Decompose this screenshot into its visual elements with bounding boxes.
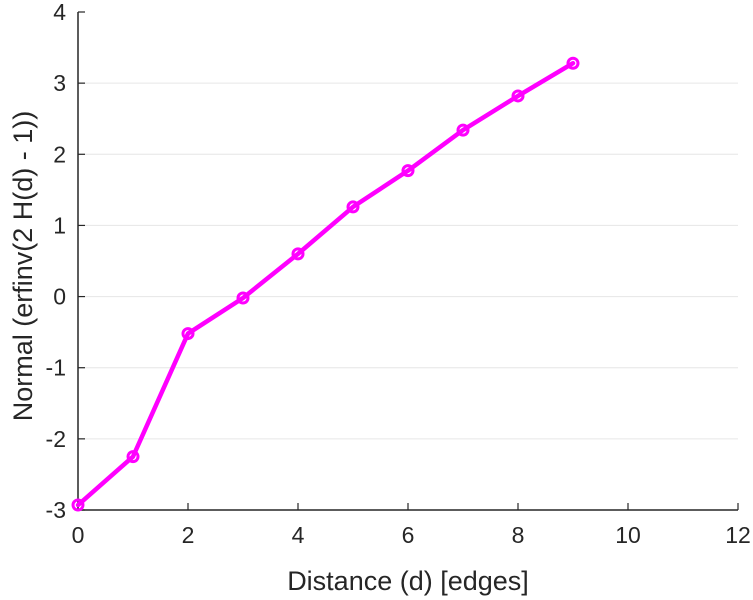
data-point [566,56,580,70]
x-axis-label: Distance (d) [edges] [287,566,529,596]
y-tick-label: 4 [53,0,66,25]
y-axis-label: Normal (erfinv(2 H(d) - 1)) [8,111,38,422]
series-layer [71,56,580,512]
x-tick-label: 6 [402,522,415,548]
data-point [456,123,470,137]
series-line [75,60,576,508]
y-tick-label: -2 [46,426,66,452]
data-point [291,247,305,261]
y-tick-label: 0 [53,284,66,310]
data-point [346,200,360,214]
data-point [236,291,250,305]
y-tick-label: 2 [53,141,66,167]
y-tick-label: -3 [46,497,66,523]
x-tick-label: 2 [182,522,195,548]
x-tick-label: 8 [512,522,525,548]
grid-lines [78,82,738,440]
axes [77,12,738,511]
x-tick-label: 0 [72,522,85,548]
x-tick-label: 4 [292,522,305,548]
data-point [401,164,415,178]
y-tick-label: 3 [53,70,66,96]
data-point [511,89,525,103]
data-point [71,498,85,512]
data-point [181,327,195,341]
x-tick-label: 10 [615,522,641,548]
y-tick-label: -1 [46,355,66,381]
y-tick-label: 1 [53,212,66,238]
x-tick-label: 12 [725,522,751,548]
data-point [126,450,140,464]
